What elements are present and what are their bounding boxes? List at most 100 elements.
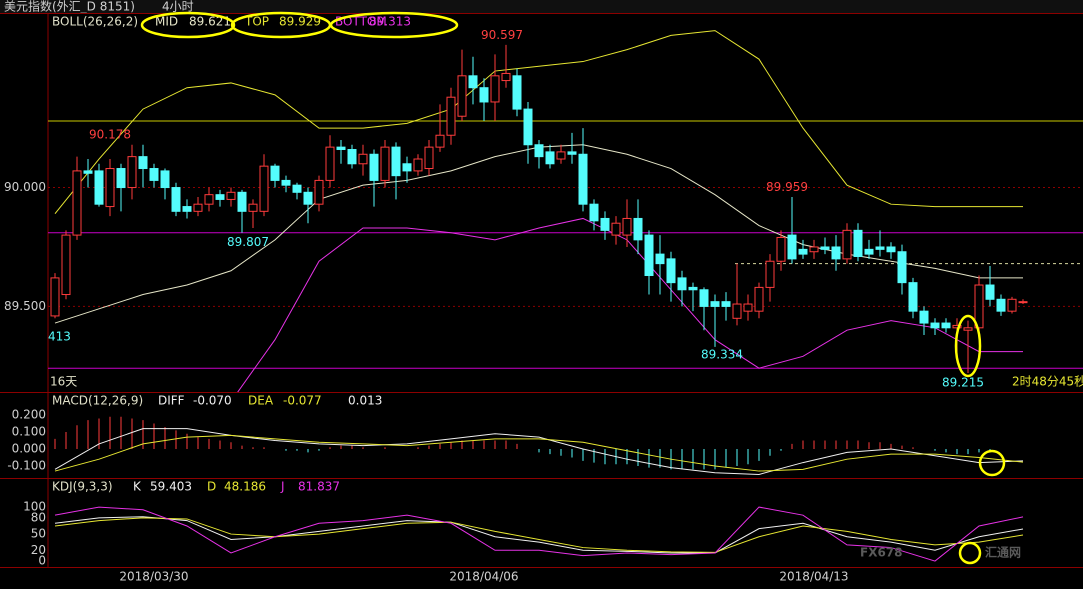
candle-body — [314, 179, 324, 205]
candle-body — [50, 277, 60, 317]
candle-body — [754, 286, 764, 312]
candle-body — [204, 194, 214, 205]
candle-body — [336, 146, 346, 151]
legend-value: 59.403 — [150, 480, 192, 494]
y-tick-label: 90.000 — [4, 180, 46, 194]
legend-value: 48.186 — [224, 480, 266, 494]
legend-name: MID — [155, 15, 178, 29]
y-tick-label: 80 — [31, 510, 46, 524]
candle-body — [545, 151, 555, 165]
top-bar — [0, 0, 1083, 13]
note: 2时48分45秒 — [1012, 375, 1083, 389]
frame — [0, 13, 1083, 568]
candle-body — [710, 301, 720, 307]
candle-body — [556, 151, 566, 160]
candle-body — [303, 191, 313, 205]
candle-body — [380, 146, 390, 181]
candle-body — [853, 229, 863, 257]
candle-body — [985, 284, 995, 300]
candle-body — [116, 168, 126, 189]
legend-value: 0.013 — [348, 394, 382, 408]
legend-value: 81.837 — [298, 480, 340, 494]
legend-value: -0.077 — [283, 394, 322, 408]
candle-body — [369, 153, 379, 181]
y-tick-label: -0.100 — [7, 458, 46, 472]
candle-body — [633, 217, 643, 241]
candle-body — [160, 170, 170, 189]
candle-body — [490, 75, 500, 103]
note: 16天 — [50, 375, 77, 389]
candle-body — [589, 203, 599, 222]
price-label: 89.807 — [227, 235, 269, 249]
candle-body — [864, 248, 874, 255]
candle-body — [644, 234, 654, 277]
candle-body — [842, 229, 852, 260]
candle-body — [259, 165, 269, 212]
period: 4小时 — [162, 0, 194, 14]
candle-body — [193, 203, 203, 212]
candle-body — [765, 260, 775, 288]
candle-body — [391, 146, 401, 177]
panel-line — [54, 506, 1024, 562]
candle-body — [138, 156, 148, 170]
legend-name: TOP — [244, 15, 269, 29]
legend-name: K — [133, 480, 142, 494]
candle-body — [798, 248, 808, 255]
plot-layer: 89.500 90.000 2018/03/30 2018/04/06 2018/04/… — [4, 15, 1083, 584]
candle-body — [501, 72, 511, 82]
price-label: 90.597 — [481, 28, 523, 42]
indicator-line — [54, 516, 1024, 554]
candle-body — [952, 324, 962, 329]
candle-body — [325, 146, 335, 181]
indicator-line — [54, 506, 1024, 562]
y-tick-label: 0.100 — [12, 425, 46, 439]
candle-body — [787, 234, 797, 260]
candle-body — [347, 149, 357, 165]
candle-body — [512, 75, 522, 110]
candle-body — [655, 253, 665, 265]
candle-body — [974, 284, 984, 329]
candle-body — [171, 187, 181, 212]
candle-body — [930, 322, 940, 329]
candle-body — [424, 146, 434, 170]
candle-body — [688, 286, 698, 291]
candle-body — [72, 170, 82, 236]
panel-macd — [54, 416, 1024, 475]
price-label: 89.959 — [766, 180, 808, 194]
candle-body — [292, 184, 302, 193]
price-label: 90.178 — [89, 128, 131, 142]
candle-body — [908, 282, 918, 312]
x-tick-label: 2018/03/30 — [119, 570, 188, 584]
indicator-title: MACD(12,26,9) — [52, 394, 143, 408]
candle-body — [809, 246, 819, 253]
candle-body — [897, 251, 907, 284]
y-tick-label: 89.500 — [4, 299, 46, 313]
legend-value: -0.070 — [193, 394, 232, 408]
indicator-line — [54, 30, 1023, 215]
y-tick-label: 50 — [31, 527, 46, 541]
candle-body — [215, 194, 225, 200]
candle-body — [886, 246, 896, 253]
x-tick-label: 2018/04/13 — [779, 570, 848, 584]
legend-value: 89.929 — [279, 15, 321, 29]
candle-body — [567, 151, 577, 155]
note: 413 — [48, 330, 71, 344]
candle-body — [666, 258, 676, 284]
candle-body — [721, 301, 731, 307]
highlight-circles — [140, 11, 1006, 565]
panel-candlestick — [48, 30, 1083, 392]
candle-body — [578, 153, 588, 205]
candle-body — [622, 217, 632, 236]
candle-body — [105, 168, 115, 208]
candle-body — [270, 165, 280, 181]
candle-body — [1018, 301, 1028, 304]
candle-body — [699, 289, 709, 307]
candle-body — [94, 170, 104, 205]
candle-body — [182, 206, 192, 212]
indicator-line — [54, 517, 1024, 553]
indicator-title: KDJ(9,3,3) — [52, 480, 113, 494]
candle-body — [413, 158, 423, 172]
y-tick-label: 100 — [23, 500, 46, 514]
candle-body — [435, 134, 445, 148]
